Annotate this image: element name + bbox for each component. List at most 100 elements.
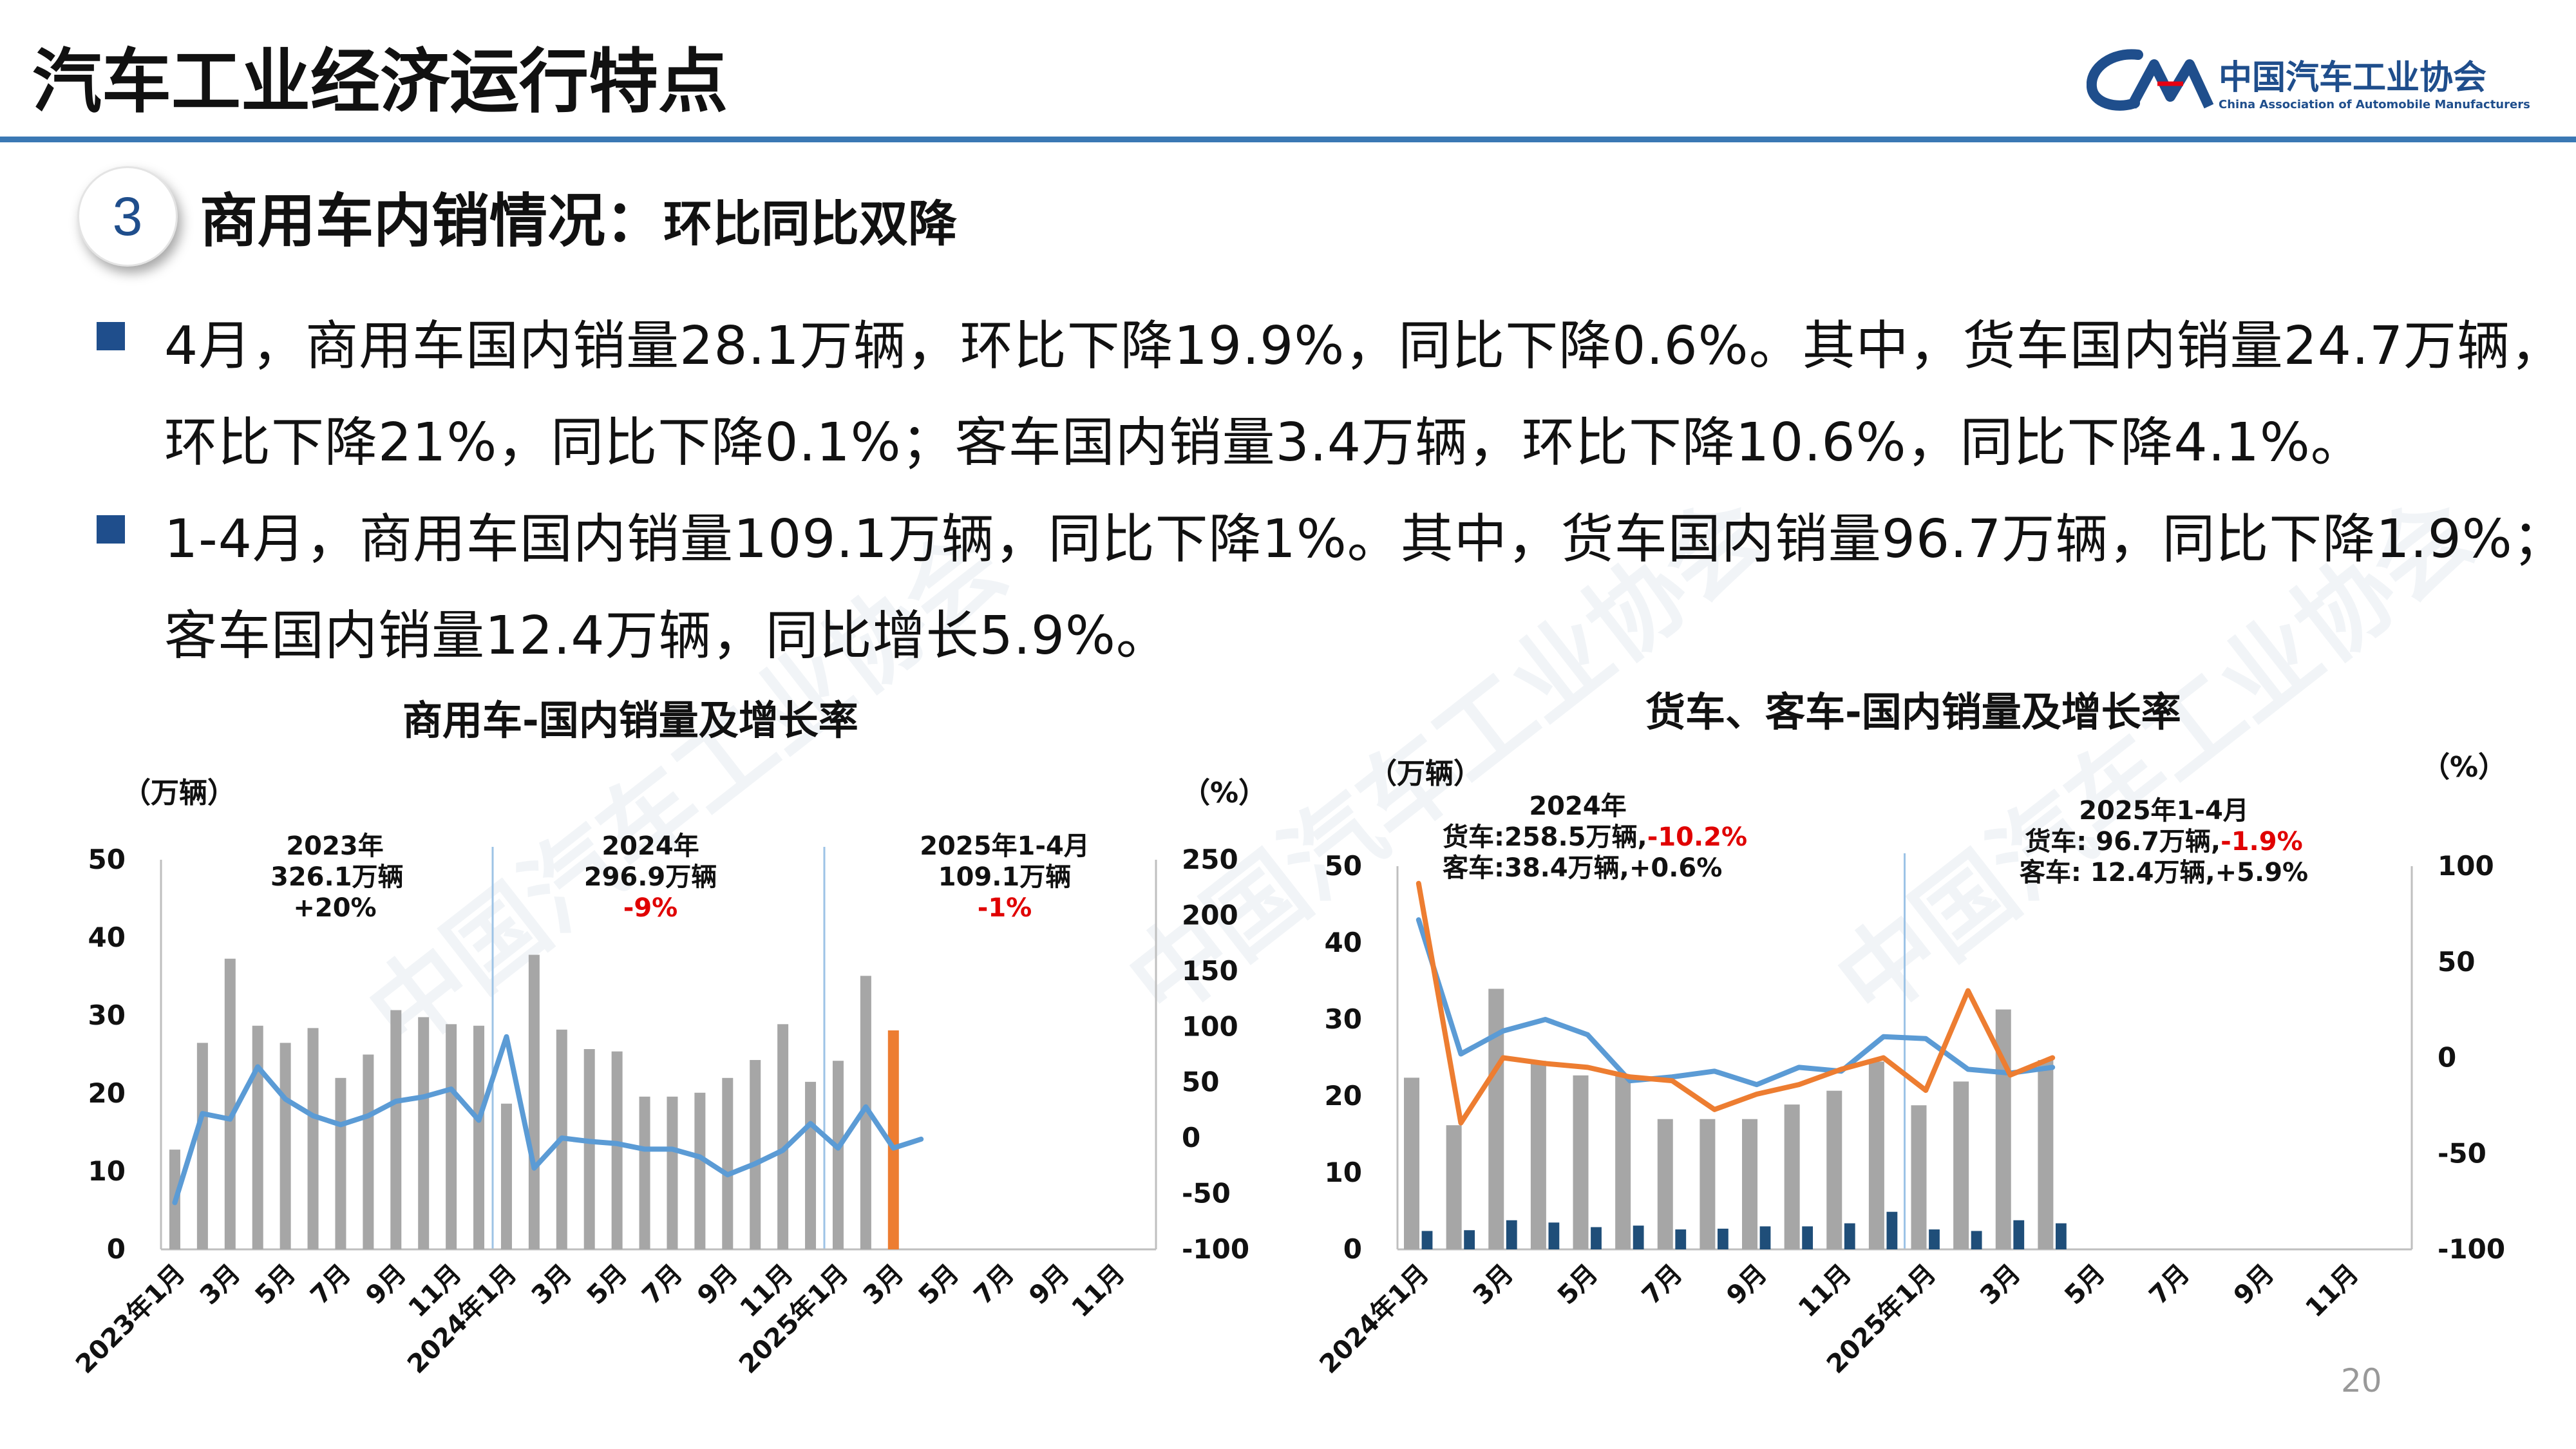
x-tick-label: 3月 bbox=[526, 1259, 578, 1311]
bar-truck bbox=[1615, 1076, 1631, 1249]
y-tick-label: 0 bbox=[1343, 1233, 1362, 1265]
section-number-badge: 3 bbox=[77, 166, 178, 267]
bar-sales bbox=[639, 1096, 650, 1249]
bar-truck bbox=[1573, 1075, 1589, 1249]
bar-sales bbox=[528, 954, 540, 1249]
bar-truck bbox=[1530, 1061, 1546, 1249]
section-number: 3 bbox=[112, 186, 143, 247]
bar-bus bbox=[1548, 1222, 1560, 1249]
x-tick-label: 7月 bbox=[305, 1259, 357, 1311]
y2-tick-label: -100 bbox=[2438, 1233, 2505, 1265]
watermark: 中国汽车工业协会 bbox=[348, 507, 1027, 1072]
bar-bus bbox=[1886, 1211, 1898, 1249]
bar-bus bbox=[1802, 1226, 1814, 1249]
chart-1-annotation-2024: 2024年 296.9万辆 -9% bbox=[580, 831, 721, 923]
y2-tick-label: 50 bbox=[1182, 1066, 1219, 1098]
y2-tick-label: -100 bbox=[1182, 1233, 1249, 1265]
page-number: 20 bbox=[2341, 1362, 2382, 1399]
bar-truck bbox=[1742, 1119, 1758, 1249]
line-series-growth bbox=[172, 1034, 924, 1206]
bar-sales bbox=[307, 1028, 319, 1249]
bar-bus bbox=[2013, 1220, 2025, 1249]
section-subtitle: 环比同比双降 bbox=[663, 195, 957, 252]
y-tick-label: 30 bbox=[88, 999, 126, 1031]
bar-sales bbox=[473, 1025, 485, 1249]
y2-tick-label: -50 bbox=[2438, 1137, 2486, 1169]
chart-1-annotation-2025: 2025年1-4月 109.1万辆 -1% bbox=[905, 831, 1104, 923]
x-tick-label: 3月 bbox=[194, 1259, 246, 1311]
bullet-marker bbox=[97, 322, 125, 350]
y2-tick-label: 100 bbox=[2438, 850, 2494, 882]
x-tick-label: 3月 bbox=[1975, 1259, 2026, 1311]
bar-sales bbox=[887, 1030, 899, 1249]
chart-2-annotation-2024: 2024年 货车:258.5万辆,-10.2% 客车:38.4万辆,+0.6% bbox=[1443, 791, 1747, 884]
chart-2-title: 货车、客车-国内销量及增长率 bbox=[1645, 688, 2181, 735]
bar-sales bbox=[252, 1025, 263, 1249]
bullet-2-line-1: 1-4月，商用车国内销量109.1万辆，同比下降1%。其中，货车国内销量96.7… bbox=[164, 509, 2566, 570]
bar-truck bbox=[1826, 1090, 1842, 1249]
y-tick-label: 20 bbox=[1325, 1080, 1362, 1112]
bar-sales bbox=[860, 976, 871, 1249]
y2-tick-label: 50 bbox=[2438, 946, 2475, 978]
y-tick-label: 40 bbox=[88, 922, 126, 953]
chart-1-y2-unit: （%） bbox=[1182, 777, 1267, 810]
bar-sales bbox=[805, 1081, 817, 1249]
annotation-label: 2024年 bbox=[601, 831, 699, 861]
bar-bus bbox=[1421, 1231, 1433, 1249]
annotation-label: 2023年 bbox=[286, 831, 384, 861]
annotation-line-2: 客车:38.4万辆,+0.6% bbox=[1443, 853, 1723, 883]
annotation-line-1: 货车: 96.7万辆, bbox=[2025, 827, 2221, 857]
header-divider bbox=[0, 137, 2576, 142]
bar-sales bbox=[335, 1077, 346, 1249]
logo-name-en: China Association of Automobile Manufact… bbox=[2219, 98, 2530, 111]
bar-bus bbox=[1844, 1223, 1855, 1249]
x-tick-label: 7月 bbox=[637, 1259, 688, 1311]
y-tick-label: 10 bbox=[1325, 1157, 1362, 1188]
bar-truck bbox=[1446, 1125, 1462, 1249]
bar-bus bbox=[1633, 1226, 1644, 1249]
section-title-main: 商用车内销情况： bbox=[200, 187, 663, 255]
x-tick-label: 9月 bbox=[360, 1259, 412, 1311]
annotation-value: 326.1万辆 bbox=[270, 862, 404, 892]
bar-bus bbox=[1971, 1231, 1982, 1249]
bar-sales bbox=[832, 1061, 844, 1249]
x-tick-label: 5月 bbox=[582, 1259, 633, 1311]
y2-tick-label: -50 bbox=[1182, 1178, 1231, 1209]
bar-truck bbox=[1657, 1119, 1673, 1249]
section-title: 商用车内销情况：环比同比双降 bbox=[200, 174, 957, 258]
bar-truck bbox=[1488, 989, 1504, 1249]
y-tick-label: 50 bbox=[88, 844, 126, 875]
y-tick-label: 0 bbox=[107, 1233, 126, 1265]
bar-bus bbox=[1675, 1229, 1687, 1249]
y2-tick-label: 0 bbox=[1182, 1122, 1200, 1153]
x-tick-label: 7月 bbox=[969, 1259, 1020, 1311]
bar-sales bbox=[446, 1024, 457, 1249]
x-tick-label: 11月 bbox=[403, 1259, 468, 1323]
x-tick-label: 9月 bbox=[692, 1259, 743, 1311]
x-tick-label: 2024年1月 bbox=[402, 1259, 523, 1380]
bar-bus bbox=[1591, 1227, 1602, 1249]
x-tick-label: 3月 bbox=[1468, 1259, 1519, 1311]
bullet-1-line-2: 环比下降21%，同比下降0.1%；客车国内销量3.4万辆，环比下降10.6%，同… bbox=[164, 412, 2364, 473]
chart-1-annotation-2023: 2023年 326.1万辆 +20% bbox=[270, 831, 404, 923]
x-tick-label: 11月 bbox=[1793, 1259, 1857, 1323]
y2-tick-label: 0 bbox=[2438, 1042, 2456, 1074]
x-tick-label: 2025年1月 bbox=[1821, 1259, 1942, 1380]
x-tick-label: 5月 bbox=[913, 1259, 965, 1311]
bar-sales bbox=[750, 1059, 761, 1249]
annotation-label: 2025年1-4月 bbox=[920, 831, 1090, 861]
annotation-change: +20% bbox=[293, 893, 377, 923]
annotation-value: 109.1万辆 bbox=[938, 862, 1072, 892]
y-tick-label: 30 bbox=[1325, 1003, 1362, 1035]
annotation-value: 296.9万辆 bbox=[583, 862, 717, 892]
x-tick-label: 5月 bbox=[2059, 1259, 2110, 1311]
bar-truck bbox=[1784, 1104, 1800, 1249]
bar-sales bbox=[279, 1043, 291, 1249]
y-tick-label: 10 bbox=[88, 1155, 126, 1187]
x-tick-label: 9月 bbox=[1023, 1259, 1075, 1311]
bar-sales bbox=[224, 958, 236, 1249]
x-tick-label: 11月 bbox=[735, 1259, 799, 1323]
bar-sales bbox=[667, 1096, 678, 1249]
logo-name-cn: 中国汽车工业协会 bbox=[2219, 59, 2487, 97]
page-title: 汽车工业经济运行特点 bbox=[32, 42, 728, 122]
